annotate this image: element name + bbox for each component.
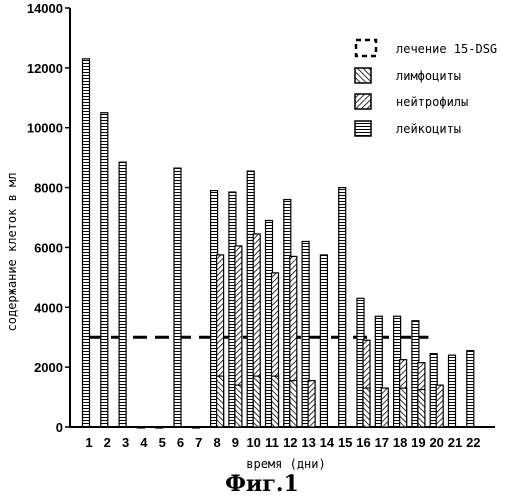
bar-lymphocytes [217, 376, 224, 427]
bar-lymphocytes [290, 381, 297, 427]
y-tick-label: 2000 [34, 360, 63, 375]
x-tick-label: 8 [213, 435, 220, 450]
x-tick-label: 7 [195, 435, 202, 450]
bar-leukocytes [174, 168, 181, 427]
x-tick-label: 12 [283, 435, 297, 450]
x-tick-label: 22 [466, 435, 480, 450]
bar-leukocytes [339, 188, 346, 427]
bar-leukocytes [467, 351, 474, 427]
bar-lymphocytes [272, 376, 279, 427]
x-tick-label: 16 [356, 435, 370, 450]
bar-leukocytes [83, 59, 90, 427]
x-tick-label: 1 [85, 435, 92, 450]
y-tick-label: 4000 [34, 300, 63, 315]
bar-leukocytes [192, 427, 199, 428]
bar-leukocytes [449, 355, 456, 427]
bar-leukocytes [119, 162, 126, 427]
x-tick-label: 20 [429, 435, 443, 450]
x-tick-label: 6 [177, 435, 184, 450]
x-tick-label: 21 [448, 435, 462, 450]
bar-neutrophils [381, 388, 388, 427]
x-tick-label: 5 [159, 435, 166, 450]
x-tick-label: 17 [375, 435, 389, 450]
bar-neutrophils [308, 381, 315, 427]
bar-leukocytes [137, 427, 144, 428]
legend-swatch-treatment [356, 40, 376, 56]
x-tick-label: 9 [232, 435, 239, 450]
y-tick-label: 8000 [34, 181, 63, 196]
bar-leukocytes [320, 255, 327, 427]
legend-label-leukocytes: лейкоциты [396, 122, 461, 136]
x-axis-label: время (дни) [246, 457, 325, 471]
x-axis: 12345678910111213141516171819202122 [70, 427, 495, 450]
legend: лечение 15-DSG лимфоциты нейтрофилы лейк… [355, 40, 497, 136]
x-tick-label: 14 [320, 435, 335, 450]
bar-leukocytes [156, 427, 163, 428]
bar-lymphocytes [418, 390, 425, 427]
bar-neutrophils [436, 385, 443, 427]
y-tick-label: 14000 [27, 1, 63, 16]
figure-caption: Фиг.1 [225, 471, 299, 497]
legend-swatch-neutrophils [355, 94, 371, 109]
legend-swatch-leukocytes [355, 121, 371, 136]
x-tick-label: 4 [140, 435, 148, 450]
legend-swatch-lymphocytes [355, 68, 371, 83]
x-tick-label: 11 [265, 435, 279, 450]
legend-label-neutrophils: нейтрофилы [396, 95, 468, 109]
bars [83, 59, 474, 428]
x-tick-label: 18 [393, 435, 407, 450]
y-tick-label: 0 [56, 420, 63, 435]
x-tick-label: 13 [301, 435, 315, 450]
x-tick-label: 3 [122, 435, 129, 450]
bar-lymphocytes [253, 376, 260, 427]
legend-label-treatment: лечение 15-DSG [396, 42, 497, 56]
y-tick-label: 6000 [34, 240, 63, 255]
legend-label-lymphocytes: лимфоциты [396, 69, 461, 83]
y-tick-label: 12000 [27, 61, 63, 76]
y-axis: 0 2000 4000 6000 8000 10000 12000 14000 [27, 1, 70, 435]
y-tick-label: 10000 [27, 121, 63, 136]
bar-lymphocytes [363, 388, 370, 427]
x-tick-label: 15 [338, 435, 352, 450]
x-tick-label: 10 [246, 435, 260, 450]
y-axis-label: содержание клеток в мл [5, 173, 19, 332]
bar-leukocytes [101, 113, 108, 427]
bar-lymphocytes [235, 385, 242, 427]
x-tick-label: 2 [104, 435, 111, 450]
x-tick-label: 19 [411, 435, 425, 450]
bar-lymphocytes [400, 388, 407, 427]
